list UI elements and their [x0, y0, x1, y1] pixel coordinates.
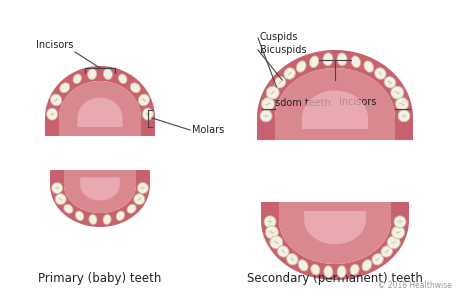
Ellipse shape	[269, 236, 282, 249]
Ellipse shape	[64, 204, 73, 213]
Ellipse shape	[103, 69, 112, 80]
Text: Bicuspids: Bicuspids	[259, 45, 306, 55]
Polygon shape	[59, 81, 141, 136]
Ellipse shape	[296, 61, 305, 72]
Polygon shape	[64, 170, 136, 213]
Ellipse shape	[390, 86, 403, 99]
Ellipse shape	[265, 226, 278, 239]
Text: Primary (baby) teeth: Primary (baby) teeth	[38, 272, 161, 285]
Ellipse shape	[103, 214, 111, 224]
Text: Wisdom teeth: Wisdom teeth	[263, 98, 330, 108]
Text: Incisors: Incisors	[35, 40, 73, 50]
Polygon shape	[274, 68, 394, 140]
Ellipse shape	[277, 246, 288, 257]
Ellipse shape	[46, 108, 57, 120]
Ellipse shape	[51, 183, 62, 194]
Ellipse shape	[75, 211, 84, 220]
Ellipse shape	[309, 56, 318, 68]
Ellipse shape	[73, 74, 81, 84]
Ellipse shape	[380, 246, 392, 257]
Text: Incisors: Incisors	[338, 97, 375, 107]
Ellipse shape	[363, 61, 373, 72]
Text: © 2018 Healthwise: © 2018 Healthwise	[377, 281, 451, 290]
Ellipse shape	[134, 194, 145, 205]
Ellipse shape	[50, 94, 62, 106]
Ellipse shape	[322, 53, 332, 66]
Ellipse shape	[297, 260, 308, 271]
Ellipse shape	[310, 264, 319, 275]
Polygon shape	[303, 211, 365, 244]
Polygon shape	[279, 202, 390, 264]
Ellipse shape	[130, 83, 140, 93]
Ellipse shape	[323, 266, 332, 278]
Ellipse shape	[116, 211, 124, 220]
Ellipse shape	[266, 86, 279, 99]
Ellipse shape	[397, 110, 409, 122]
Ellipse shape	[350, 56, 360, 68]
Ellipse shape	[386, 236, 399, 249]
Ellipse shape	[127, 204, 136, 213]
Ellipse shape	[274, 76, 285, 88]
Ellipse shape	[138, 94, 149, 106]
Polygon shape	[257, 50, 412, 140]
Ellipse shape	[361, 260, 371, 271]
Ellipse shape	[395, 98, 408, 110]
Ellipse shape	[383, 76, 395, 88]
Ellipse shape	[263, 216, 275, 228]
Ellipse shape	[142, 108, 153, 120]
Ellipse shape	[87, 69, 96, 80]
Ellipse shape	[286, 254, 297, 265]
Ellipse shape	[374, 68, 385, 79]
Ellipse shape	[283, 68, 295, 79]
Text: Secondary (permanent) teeth: Secondary (permanent) teeth	[246, 272, 422, 285]
Polygon shape	[77, 98, 122, 127]
Ellipse shape	[60, 83, 70, 93]
Ellipse shape	[336, 53, 347, 66]
Polygon shape	[302, 91, 367, 129]
Ellipse shape	[391, 226, 404, 239]
Ellipse shape	[55, 194, 66, 205]
Ellipse shape	[89, 214, 97, 224]
Polygon shape	[50, 170, 150, 227]
Ellipse shape	[336, 266, 346, 278]
Ellipse shape	[349, 264, 358, 275]
Ellipse shape	[118, 74, 127, 84]
Ellipse shape	[137, 183, 148, 194]
Ellipse shape	[371, 254, 383, 265]
Polygon shape	[80, 178, 119, 200]
Text: Cuspids: Cuspids	[259, 32, 298, 42]
Text: Molars: Molars	[191, 125, 224, 135]
Ellipse shape	[261, 98, 274, 110]
Polygon shape	[45, 66, 155, 136]
Polygon shape	[260, 202, 408, 280]
Ellipse shape	[393, 216, 405, 228]
Ellipse shape	[259, 110, 271, 122]
